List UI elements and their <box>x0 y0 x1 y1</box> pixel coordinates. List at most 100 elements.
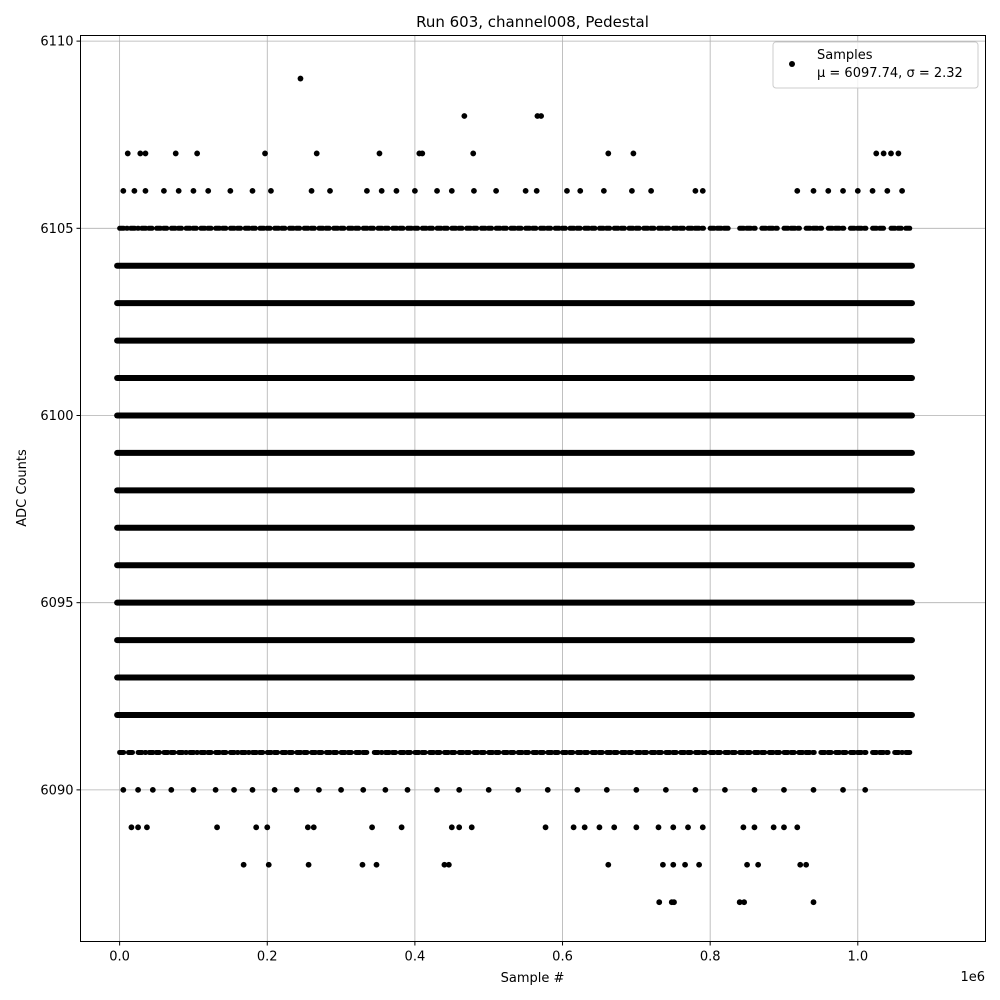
y-tick-label: 6110 <box>40 35 73 50</box>
sample-point <box>670 861 677 868</box>
sample-point <box>434 187 440 194</box>
sample-point <box>249 786 256 793</box>
sample-point <box>264 824 271 831</box>
sample-point <box>304 824 311 831</box>
sample-point <box>522 187 529 194</box>
sample-point <box>262 150 268 157</box>
sample-point <box>577 187 584 194</box>
sample-point <box>740 824 747 831</box>
sample-point <box>670 824 677 831</box>
data-points <box>114 75 915 906</box>
sample-point <box>605 861 612 868</box>
sample-point <box>253 824 260 831</box>
sample-point <box>656 899 663 906</box>
sample-point <box>293 786 300 793</box>
sample-point <box>671 899 677 906</box>
sample-point <box>144 824 150 831</box>
legend-box <box>772 41 979 89</box>
sample-point <box>124 150 131 157</box>
sample-point <box>692 187 699 194</box>
sample-point <box>120 786 127 793</box>
x-axis-ticks: 0.0 0.2 0.4 0.6 0.8 1.0 <box>109 941 868 965</box>
sample-point <box>271 786 278 793</box>
sample-point <box>398 824 405 831</box>
sample-point <box>485 786 492 793</box>
sample-point <box>744 861 750 868</box>
sample-point <box>456 786 463 793</box>
y-tick-label: 6100 <box>40 409 73 424</box>
sample-point <box>419 150 426 157</box>
x-axis-offset-label: 1e6 <box>960 970 985 985</box>
sample-point <box>794 824 801 831</box>
sample-point <box>722 786 728 793</box>
sample-point <box>825 187 832 194</box>
sample-point <box>382 786 389 793</box>
sample-point <box>873 150 880 157</box>
sample-point <box>862 786 869 793</box>
sample-point <box>810 786 817 793</box>
sample-point <box>736 899 743 906</box>
sample-point <box>441 861 448 868</box>
sample-point <box>603 786 610 793</box>
sample-point <box>574 786 581 793</box>
sample-point <box>781 786 787 793</box>
sample-point <box>880 150 887 157</box>
sample-point <box>120 187 127 194</box>
y-axis-ticks: 6090 6095 6100 6105 6110 <box>40 35 81 798</box>
sample-point <box>393 187 400 194</box>
legend: Samples μ = 6097.74, σ = 2.32 <box>772 41 979 89</box>
sample-point <box>448 187 455 194</box>
sample-point <box>175 187 182 194</box>
sample-point <box>135 824 141 831</box>
sample-point <box>797 861 804 868</box>
x-axis-label: Sample # <box>501 971 565 986</box>
sample-point <box>214 824 220 831</box>
sample-point <box>685 824 691 831</box>
y-axis-label: ADC Counts <box>15 449 30 527</box>
sample-point <box>542 824 549 831</box>
plot-frame <box>80 35 986 942</box>
sample-point <box>404 786 411 793</box>
sample-point <box>249 187 256 194</box>
sample-point <box>268 187 274 194</box>
sample-point <box>696 861 702 868</box>
sample-point <box>359 861 366 868</box>
sample-point <box>662 786 669 793</box>
sample-point <box>655 824 662 831</box>
sample-point <box>338 786 344 793</box>
sample-point <box>316 786 322 793</box>
sample-point <box>895 150 902 157</box>
sample-point <box>538 113 545 119</box>
sample-point <box>629 187 635 194</box>
sample-point <box>313 150 320 157</box>
sample-point <box>308 187 315 194</box>
sample-point <box>810 899 817 906</box>
sample-point <box>884 187 891 194</box>
sample-point <box>227 187 234 194</box>
y-tick-label: 6105 <box>40 222 73 237</box>
sample-point <box>212 786 219 793</box>
sample-point <box>633 824 640 831</box>
sample-point <box>468 824 475 831</box>
legend-label: Samples <box>817 48 873 63</box>
sample-point <box>803 861 810 868</box>
sample-point <box>493 187 499 194</box>
sample-point <box>751 824 758 831</box>
y-tick-label: 6095 <box>40 596 73 611</box>
x-tick-label: 0.8 <box>700 950 721 965</box>
x-tick-label: 0.0 <box>109 950 130 965</box>
sample-point <box>190 786 197 793</box>
legend-stats: μ = 6097.74, σ = 2.32 <box>817 66 963 81</box>
chart-title: Run 603, channel008, Pedestal <box>416 13 649 31</box>
legend-marker <box>789 61 795 67</box>
sample-point <box>611 824 618 831</box>
x-tick-label: 0.6 <box>552 950 573 965</box>
sample-point <box>741 899 748 906</box>
sample-point <box>376 150 383 157</box>
sample-point <box>471 187 477 194</box>
sample-point <box>142 187 149 194</box>
sample-point <box>172 150 179 157</box>
sample-point <box>231 786 237 793</box>
